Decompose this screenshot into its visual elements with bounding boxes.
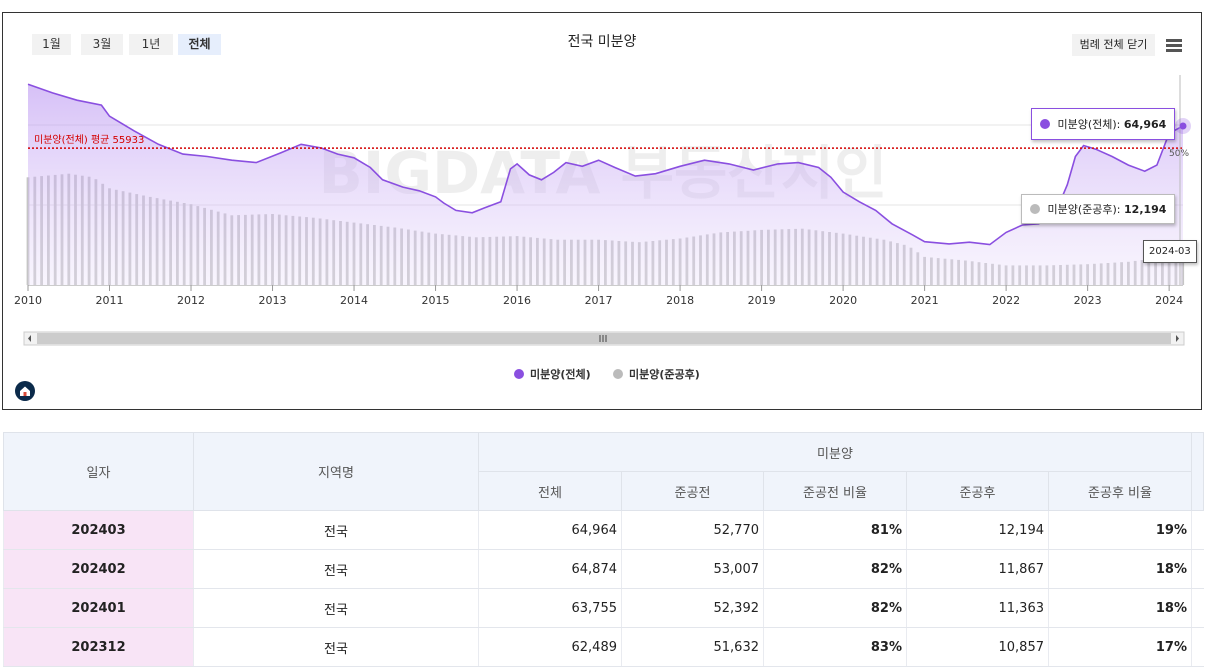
x-tick-label: 2022 bbox=[992, 294, 1020, 307]
row-post-ratio: 18% bbox=[1048, 588, 1192, 628]
row-date: 202312 bbox=[3, 627, 194, 667]
row-pre: 52,770 bbox=[621, 510, 764, 550]
average-line-label: 미분양(전체) 평균 55933 bbox=[34, 134, 144, 146]
header-total[interactable]: 전체 bbox=[478, 471, 622, 511]
row-post: 12,194 bbox=[906, 510, 1049, 550]
x-tick-label: 2019 bbox=[748, 294, 776, 307]
x-tick-label: 2023 bbox=[1074, 294, 1102, 307]
side-percent-label: 50% bbox=[1169, 149, 1189, 159]
x-tick-label: 2016 bbox=[503, 294, 531, 307]
row-region: 전국 bbox=[193, 549, 479, 589]
legend-total-label: 미분양(전체) bbox=[530, 368, 591, 381]
legend-close-button[interactable]: 범례 전체 닫기 bbox=[1072, 34, 1155, 56]
legend-total-dot-icon bbox=[514, 369, 524, 379]
x-tick-label: 2021 bbox=[911, 294, 939, 307]
x-tick-label: 2013 bbox=[259, 294, 287, 307]
row-scroll-spacer bbox=[1191, 510, 1204, 550]
row-pre: 52,392 bbox=[621, 588, 764, 628]
tooltip-total-dot-icon bbox=[1040, 119, 1050, 129]
row-pre-ratio: 81% bbox=[763, 510, 907, 550]
tooltip-post-value: 12,194 bbox=[1124, 203, 1167, 216]
legend-item-total[interactable]: 미분양(전체) bbox=[514, 366, 591, 382]
tooltip-total-value: 64,964 bbox=[1123, 118, 1167, 131]
row-date: 202402 bbox=[3, 549, 194, 589]
scroll-right-arrow-icon[interactable] bbox=[1176, 335, 1179, 342]
row-pre-ratio: 82% bbox=[763, 549, 907, 589]
row-region: 전국 bbox=[193, 588, 479, 628]
row-date: 202403 bbox=[3, 510, 194, 550]
x-tick-label: 2020 bbox=[829, 294, 857, 307]
header-post-ratio[interactable]: 준공후 비율 bbox=[1048, 471, 1192, 511]
row-pre: 53,007 bbox=[621, 549, 764, 589]
header-post-completion[interactable]: 준공후 bbox=[906, 471, 1049, 511]
row-date: 202401 bbox=[3, 588, 194, 628]
period-1month-button[interactable]: 1월 bbox=[32, 34, 71, 55]
chart-panel: 1월 3월 1년 전체 전국 미분양 범례 전체 닫기 BIGDATA 부동산지… bbox=[2, 12, 1202, 410]
tooltip-total: 미분양(전체): 64,964 bbox=[1031, 108, 1176, 140]
tooltip-date: 2024-03 bbox=[1143, 240, 1197, 263]
current-point-marker bbox=[1179, 122, 1187, 130]
row-post-ratio: 18% bbox=[1048, 549, 1192, 589]
data-table: 일자 지역명 미분양 전체 준공전 준공전 비율 준공후 준공후 비율 2024… bbox=[3, 432, 1204, 667]
header-pre-ratio[interactable]: 준공전 비율 bbox=[763, 471, 907, 511]
chart-title: 전국 미분양 bbox=[567, 34, 637, 50]
scroll-left-arrow-icon[interactable] bbox=[28, 335, 31, 342]
table-row[interactable]: 202401 전국 63,755 52,392 82% 11,363 18% bbox=[3, 588, 1204, 628]
row-total: 64,874 bbox=[478, 549, 622, 589]
tooltip-post: 미분양(준공후): 12,194 bbox=[1021, 194, 1176, 224]
row-scroll-spacer bbox=[1191, 627, 1204, 667]
row-region: 전국 bbox=[193, 510, 479, 550]
total-series-line bbox=[27, 83, 1184, 246]
header-pre-completion[interactable]: 준공전 bbox=[621, 471, 764, 511]
header-region[interactable]: 지역명 bbox=[193, 432, 479, 511]
period-3month-button[interactable]: 3월 bbox=[81, 34, 123, 55]
x-tick-label: 2011 bbox=[96, 294, 124, 307]
row-total: 63,755 bbox=[478, 588, 622, 628]
header-unsold-group: 미분양 bbox=[478, 432, 1192, 472]
row-scroll-spacer bbox=[1191, 588, 1204, 628]
legend-post-dot-icon bbox=[613, 369, 623, 379]
legend-item-post[interactable]: 미분양(준공후) bbox=[613, 366, 700, 382]
tooltip-post-dot-icon bbox=[1030, 204, 1040, 214]
header-date[interactable]: 일자 bbox=[3, 432, 194, 511]
period-1year-button[interactable]: 1년 bbox=[129, 34, 173, 55]
row-post-ratio: 17% bbox=[1048, 627, 1192, 667]
row-post-ratio: 19% bbox=[1048, 510, 1192, 550]
x-tick-label: 2015 bbox=[422, 294, 450, 307]
x-tick-label: 2017 bbox=[585, 294, 613, 307]
table-row[interactable]: 202312 전국 62,489 51,632 83% 10,857 17% bbox=[3, 627, 1204, 667]
x-tick-label: 2018 bbox=[666, 294, 694, 307]
period-all-button[interactable]: 전체 bbox=[178, 34, 221, 55]
table-row[interactable]: 202402 전국 64,874 53,007 82% 11,867 18% bbox=[3, 549, 1204, 589]
tooltip-total-label: 미분양(전체): bbox=[1057, 118, 1121, 131]
row-pre-ratio: 83% bbox=[763, 627, 907, 667]
x-tick-label: 2012 bbox=[177, 294, 205, 307]
row-region: 전국 bbox=[193, 627, 479, 667]
scrollbar-thumb[interactable] bbox=[37, 333, 1171, 344]
row-scroll-spacer bbox=[1191, 549, 1204, 589]
x-tick-label: 2014 bbox=[340, 294, 368, 307]
row-post: 11,867 bbox=[906, 549, 1049, 589]
row-total: 62,489 bbox=[478, 627, 622, 667]
table-row[interactable]: 202403 전국 64,964 52,770 81% 12,194 19% bbox=[3, 510, 1204, 550]
legend-post-label: 미분양(준공후) bbox=[629, 368, 700, 381]
row-pre: 51,632 bbox=[621, 627, 764, 667]
row-total: 64,964 bbox=[478, 510, 622, 550]
home-icon[interactable] bbox=[15, 381, 35, 401]
x-tick-label: 2024 bbox=[1155, 294, 1183, 307]
header-scroll-spacer bbox=[1191, 432, 1204, 511]
total-area-fill bbox=[28, 84, 1183, 285]
tooltip-post-label: 미분양(준공후): bbox=[1047, 203, 1121, 216]
row-pre-ratio: 82% bbox=[763, 588, 907, 628]
row-post: 11,363 bbox=[906, 588, 1049, 628]
x-tick-label: 2010 bbox=[14, 294, 42, 307]
hamburger-menu-icon[interactable] bbox=[1166, 39, 1182, 52]
row-post: 10,857 bbox=[906, 627, 1049, 667]
